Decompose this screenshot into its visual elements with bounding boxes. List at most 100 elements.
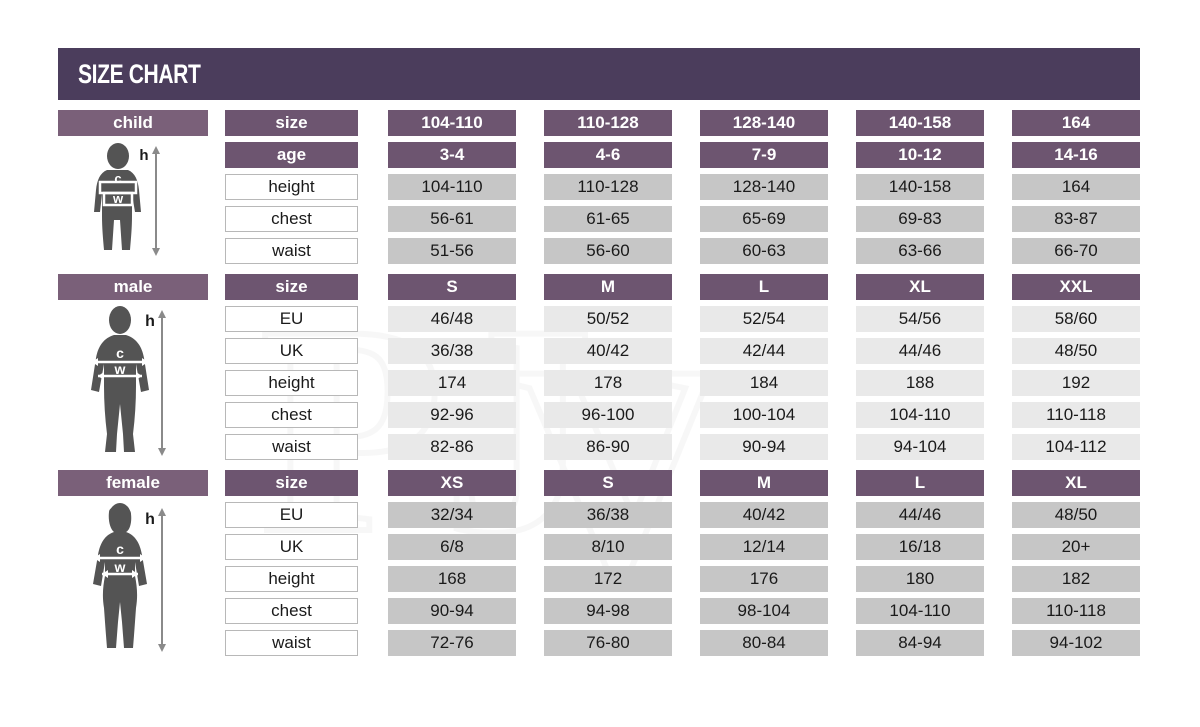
measurement-cell: 168 [388,566,516,592]
measurement-cell: 8/10 [544,534,672,560]
measurement-cell: 40/42 [544,338,672,364]
measurement-label-height: height [225,174,358,200]
column-header-cell: 164 [1012,110,1140,136]
measurement-cell: 61-65 [544,206,672,232]
measurement-cell: 72-76 [388,630,516,656]
measurement-cell: 58/60 [1012,306,1140,332]
measurement-cell: 188 [856,370,984,396]
measurement-label-waist: waist [225,238,358,264]
svg-text:h: h [139,147,148,164]
column-header-cell: XL [856,274,984,300]
svg-text:h: h [145,313,155,330]
body-figure-child: c w h [58,142,208,260]
table-row: height 174 178 184 188 192 [58,370,1140,396]
size-chart: SIZE CHART child size 104-110 110-128 128-14… [58,48,1140,656]
measurement-cell: 56-60 [544,238,672,264]
measurement-label-EU: EU [225,306,358,332]
measurement-label-height: height [225,566,358,592]
table-row: waist 82-86 86-90 90-94 94-104 104-112 [58,434,1140,460]
measurement-cell: 104-110 [856,598,984,624]
measurement-label-waist: waist [225,630,358,656]
column-header-cell: XL [1012,470,1140,496]
measurement-label-chest: chest [225,206,358,232]
measurement-cell: 104-112 [1012,434,1140,460]
child-figure-icon: c w h [94,143,160,256]
measurement-cell: 63-66 [856,238,984,264]
measurement-cell: 83-87 [1012,206,1140,232]
column-header-cell: 128-140 [700,110,828,136]
measurement-cell: 128-140 [700,174,828,200]
measurement-cell: 76-80 [544,630,672,656]
table-row: child size 104-110 110-128 128-140 140-158 164 [58,110,1140,136]
measurement-cell: 94-102 [1012,630,1140,656]
column-header-cell: 7-9 [700,142,828,168]
measurement-cell: 180 [856,566,984,592]
measurement-cell: 184 [700,370,828,396]
column-header-cell: 4-6 [544,142,672,168]
measurement-cell: 100-104 [700,402,828,428]
measurement-cell: 90-94 [700,434,828,460]
measurement-cell: 178 [544,370,672,396]
measurement-cell: 36/38 [544,502,672,528]
measurement-cell: 51-56 [388,238,516,264]
column-header-cell: L [856,470,984,496]
measurement-cell: 86-90 [544,434,672,460]
column-header-cell: 140-158 [856,110,984,136]
column-header-cell: 104-110 [388,110,516,136]
svg-text:c: c [116,345,124,361]
measurement-cell: 50/52 [544,306,672,332]
measurement-label-waist: waist [225,434,358,460]
svg-text:h: h [145,511,155,528]
table-row: age 3-4 4-6 7-9 10-12 14-16 [58,142,1140,168]
table-row: male size S M L XL XXL [58,274,1140,300]
column-header-cell: 3-4 [388,142,516,168]
female-figure-icon: c w h [93,503,166,652]
measurement-cell: 92-96 [388,402,516,428]
measurement-cell: 174 [388,370,516,396]
measurement-cell: 40/42 [700,502,828,528]
svg-text:w: w [114,361,126,377]
column-header-cell: M [544,274,672,300]
category-label-male: male [58,274,208,300]
measurement-cell: 6/8 [388,534,516,560]
page-title: SIZE CHART [78,58,201,89]
category-label-child: child [58,110,208,136]
measurement-cell: 42/44 [700,338,828,364]
column-header-cell: S [388,274,516,300]
sections-container: child size 104-110 110-128 128-140 140-158 164… [58,110,1140,656]
body-figure-male: c w h [58,306,208,461]
measurement-cell: 48/50 [1012,502,1140,528]
measurement-cell: 176 [700,566,828,592]
measurement-cell: 110-118 [1012,598,1140,624]
svg-text:c: c [114,171,121,186]
measurement-cell: 36/38 [388,338,516,364]
measurement-cell: 12/14 [700,534,828,560]
measurement-cell: 65-69 [700,206,828,232]
measurement-cell: 56-61 [388,206,516,232]
section-female: female size XS S M L XL EU 32/34 36/38 40/42 44/46 4… [58,470,1140,656]
row-header-age: age [225,142,358,168]
measurement-label-chest: chest [225,598,358,624]
category-label-female: female [58,470,208,496]
measurement-cell: 80-84 [700,630,828,656]
table-row: height 168 172 176 180 182 [58,566,1140,592]
row-header-size: size [225,274,358,300]
column-header-cell: XXL [1012,274,1140,300]
column-header-cell: XS [388,470,516,496]
table-row: UK 36/38 40/42 42/44 44/46 48/50 [58,338,1140,364]
row-header-size: size [225,470,358,496]
table-row: chest 56-61 61-65 65-69 69-83 83-87 [58,206,1140,232]
measurement-cell: 44/46 [856,338,984,364]
measurement-cell: 182 [1012,566,1140,592]
measurement-cell: 104-110 [856,402,984,428]
body-figure-female: c w h [58,502,208,657]
measurement-cell: 84-94 [856,630,984,656]
table-row: female size XS S M L XL [58,470,1140,496]
measurement-cell: 82-86 [388,434,516,460]
section-child: child size 104-110 110-128 128-140 140-158 164… [58,110,1140,264]
measurement-cell: 69-83 [856,206,984,232]
chart-title-bar: SIZE CHART [58,48,1140,100]
table-row: EU 46/48 50/52 52/54 54/56 58/60 [58,306,1140,332]
column-header-cell: S [544,470,672,496]
table-row: UK 6/8 8/10 12/14 16/18 20+ [58,534,1140,560]
